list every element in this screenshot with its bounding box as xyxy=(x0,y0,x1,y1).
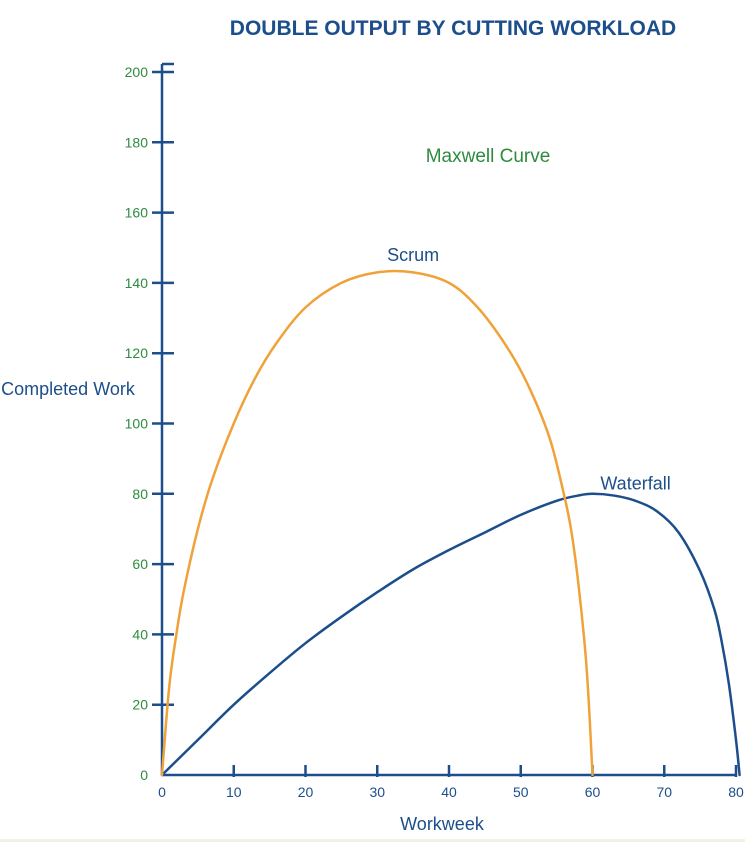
chart-title: DOUBLE OUTPUT BY CUTTING WORKLOAD xyxy=(230,17,676,40)
waterfall-series-label: Waterfall xyxy=(600,473,670,493)
scrum-series-line xyxy=(160,269,594,777)
x-tick-label: 80 xyxy=(728,784,744,800)
x-tick-label: 0 xyxy=(158,784,166,800)
y-tick-label: 200 xyxy=(125,64,149,80)
y-tick-label: 100 xyxy=(125,416,149,432)
y-tick-label: 60 xyxy=(132,556,148,572)
x-tick-label: 60 xyxy=(585,784,601,800)
x-tick-label: 50 xyxy=(513,784,529,800)
chart-subtitle: Maxwell Curve xyxy=(426,146,551,167)
x-tick-label: 30 xyxy=(369,784,385,800)
scrum-series-label: Scrum xyxy=(387,245,439,265)
y-tick-label: 140 xyxy=(125,275,149,291)
series-labels: Scrum Waterfall xyxy=(387,245,671,493)
x-tick-label: 10 xyxy=(226,784,242,800)
x-tick-label: 70 xyxy=(656,784,672,800)
ticks: 0 20 40 60 80 100 120 140 160 180 200 0 10 20 30 40 50 60… xyxy=(125,64,744,800)
y-tick-label: 160 xyxy=(125,205,149,221)
x-tick-label: 20 xyxy=(298,784,314,800)
x-tick-label: 40 xyxy=(441,784,457,800)
y-tick-label: 40 xyxy=(132,626,148,642)
axes xyxy=(160,62,736,777)
y-tick-label: 20 xyxy=(132,697,148,713)
y-tick-label: 180 xyxy=(125,134,149,150)
footer-bar xyxy=(0,839,745,842)
series-lines xyxy=(160,269,741,777)
waterfall-series-line xyxy=(160,492,741,777)
y-tick-label: 80 xyxy=(132,486,148,502)
y-tick-label: 120 xyxy=(125,345,149,361)
y-tick-label: 0 xyxy=(140,767,148,783)
y-axis-label: Completed Work xyxy=(1,379,136,399)
x-axis-label: Workweek xyxy=(400,814,485,834)
